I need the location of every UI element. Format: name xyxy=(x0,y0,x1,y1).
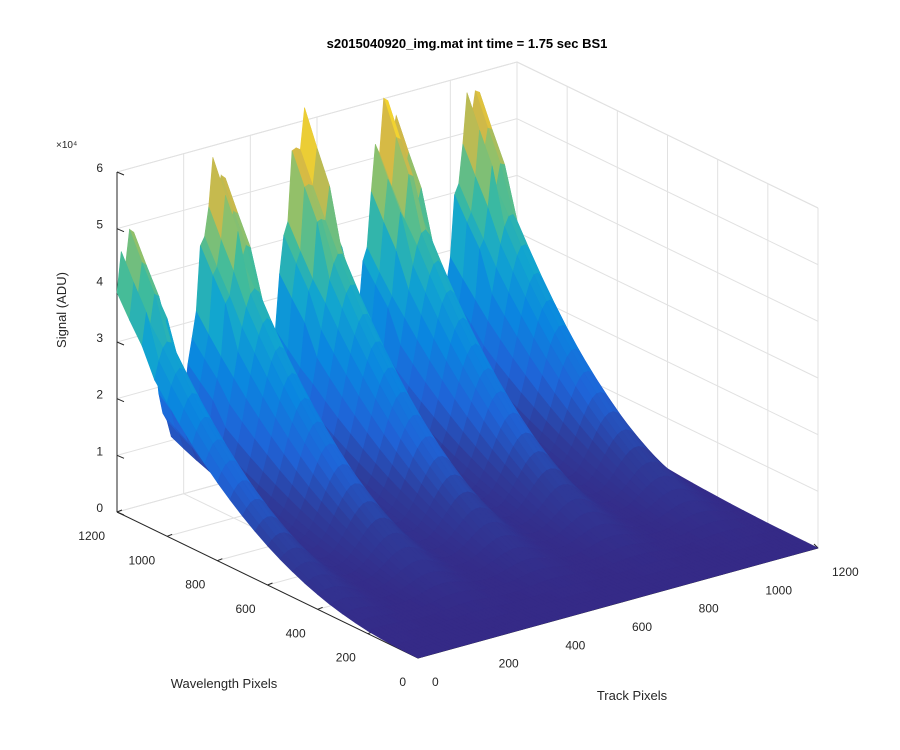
z-tick-mark xyxy=(116,398,125,403)
wall-grid-z xyxy=(516,288,819,436)
y-tick-mark xyxy=(317,606,323,610)
z-tick-mark xyxy=(116,454,125,459)
x-tick-label: 1000 xyxy=(765,583,792,597)
wall-grid-z xyxy=(516,118,819,266)
x-axis-label: Track Pixels xyxy=(597,688,668,703)
y-tick-mark xyxy=(116,509,123,513)
x-tick-label: 0 xyxy=(432,675,439,689)
x-tick-label: 1200 xyxy=(832,565,859,579)
y-axis-label: Wavelength Pixels xyxy=(171,676,278,691)
y-tick-label: 800 xyxy=(185,578,205,592)
z-tick-label: 0 xyxy=(96,501,103,515)
z-axis-label: Signal (ADU) xyxy=(54,272,69,348)
y-tick-label: 0 xyxy=(399,675,406,689)
z-tick-label: 1 xyxy=(96,444,103,458)
x-tick-label: 200 xyxy=(499,657,519,671)
y-tick-label: 1000 xyxy=(128,553,155,567)
y-tick-mark xyxy=(267,582,273,586)
y-tick-label: 400 xyxy=(286,626,306,640)
axis-ticks: 0200400600800100012000200400600800100012… xyxy=(78,161,859,689)
surface-patch xyxy=(404,650,424,659)
x-tick-label: 400 xyxy=(565,638,585,652)
x-tick-label: 800 xyxy=(699,602,719,616)
z-tick-mark xyxy=(116,511,125,516)
surface xyxy=(116,90,819,659)
z-tick-mark xyxy=(116,341,125,346)
z-tick-mark xyxy=(116,228,125,233)
wall-grid-z xyxy=(516,174,819,322)
wall-grid-z xyxy=(516,231,819,379)
z-tick-label: 2 xyxy=(96,388,103,402)
x-tick-mark xyxy=(813,543,819,549)
chart-title: s2015040920_img.mat int time = 1.75 sec … xyxy=(327,36,608,51)
z-tick-label: 5 xyxy=(96,218,103,232)
y-tick-label: 200 xyxy=(336,651,356,665)
y-tick-label: 600 xyxy=(235,602,255,616)
x-tick-label: 600 xyxy=(632,620,652,634)
z-multiplier: ×10⁴ xyxy=(56,140,77,151)
z-tick-label: 4 xyxy=(96,274,103,288)
box-edge xyxy=(516,61,819,209)
y-tick-label: 1200 xyxy=(78,529,105,543)
z-tick-label: 3 xyxy=(96,331,103,345)
y-tick-mark xyxy=(217,558,223,562)
box-edge xyxy=(116,61,518,173)
y-tick-mark xyxy=(166,533,173,537)
z-tick-label: 6 xyxy=(96,161,103,175)
z-tick-mark xyxy=(116,171,125,176)
